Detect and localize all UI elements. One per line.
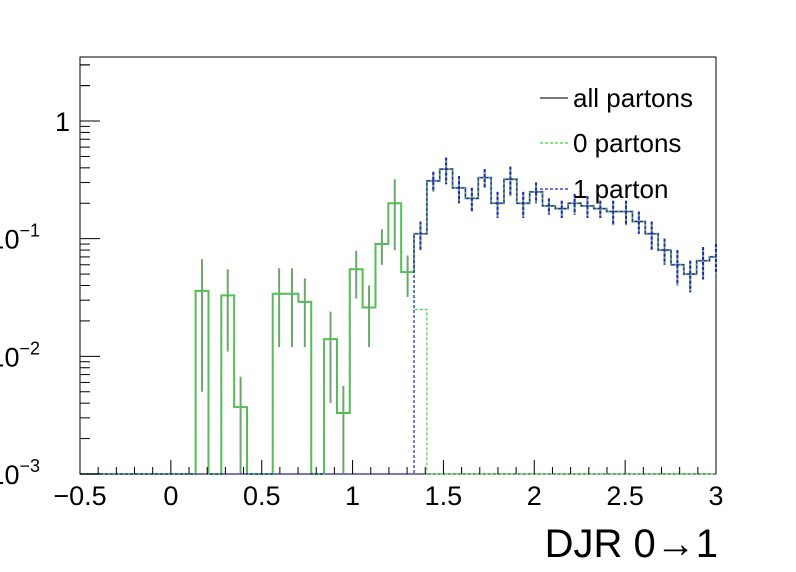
x-axis-label: DJR 0→1: [545, 522, 718, 566]
histogram-line: [80, 168, 716, 475]
series-0-partons: [80, 202, 716, 475]
y-tick-label: 1: [55, 107, 70, 137]
x-tick-label: 0.5: [243, 481, 281, 511]
histogram-line: [80, 202, 716, 475]
legend-label: 1 parton: [573, 174, 668, 204]
legend-label: 0 partons: [573, 128, 681, 158]
histogram-line: [80, 168, 716, 475]
series-1-parton: [80, 157, 717, 475]
x-tick-label: 1.5: [425, 481, 463, 511]
legend: all partons 0 partons 1 parton: [540, 83, 693, 204]
ticks-layer: −0.5 0 0.5 1 1.5 2 2.5 3 1 10−1 10−2 10−3: [0, 64, 724, 511]
x-tick-label: 1: [345, 481, 360, 511]
x-tick-label: −0.5: [53, 481, 106, 511]
x-tick-label: 2.5: [606, 481, 644, 511]
frame: [79, 56, 717, 475]
y-tick-label: 10−1: [0, 221, 40, 255]
x-tick-label: 0: [163, 481, 178, 511]
y-tick-label: 10−2: [0, 338, 40, 372]
legend-label: all partons: [573, 83, 693, 113]
series-all-partons: [80, 157, 717, 475]
x-tick-label: 3: [708, 481, 723, 511]
y-tick-label: 10−3: [0, 456, 40, 490]
series-layer: [80, 157, 717, 475]
x-tick-label: 2: [527, 481, 542, 511]
